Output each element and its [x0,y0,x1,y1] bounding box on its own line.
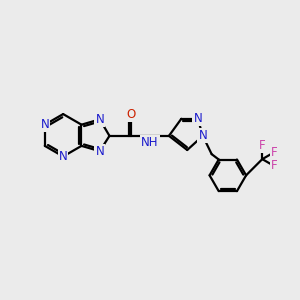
Text: N: N [95,113,104,126]
Text: F: F [270,159,277,172]
Text: N: N [95,145,104,158]
Text: O: O [126,108,135,121]
Text: F: F [259,140,266,152]
Text: N: N [40,118,49,131]
Text: NH: NH [141,136,159,149]
Text: N: N [59,150,68,163]
Text: F: F [270,146,277,159]
Text: N: N [194,112,202,125]
Text: N: N [198,129,207,142]
